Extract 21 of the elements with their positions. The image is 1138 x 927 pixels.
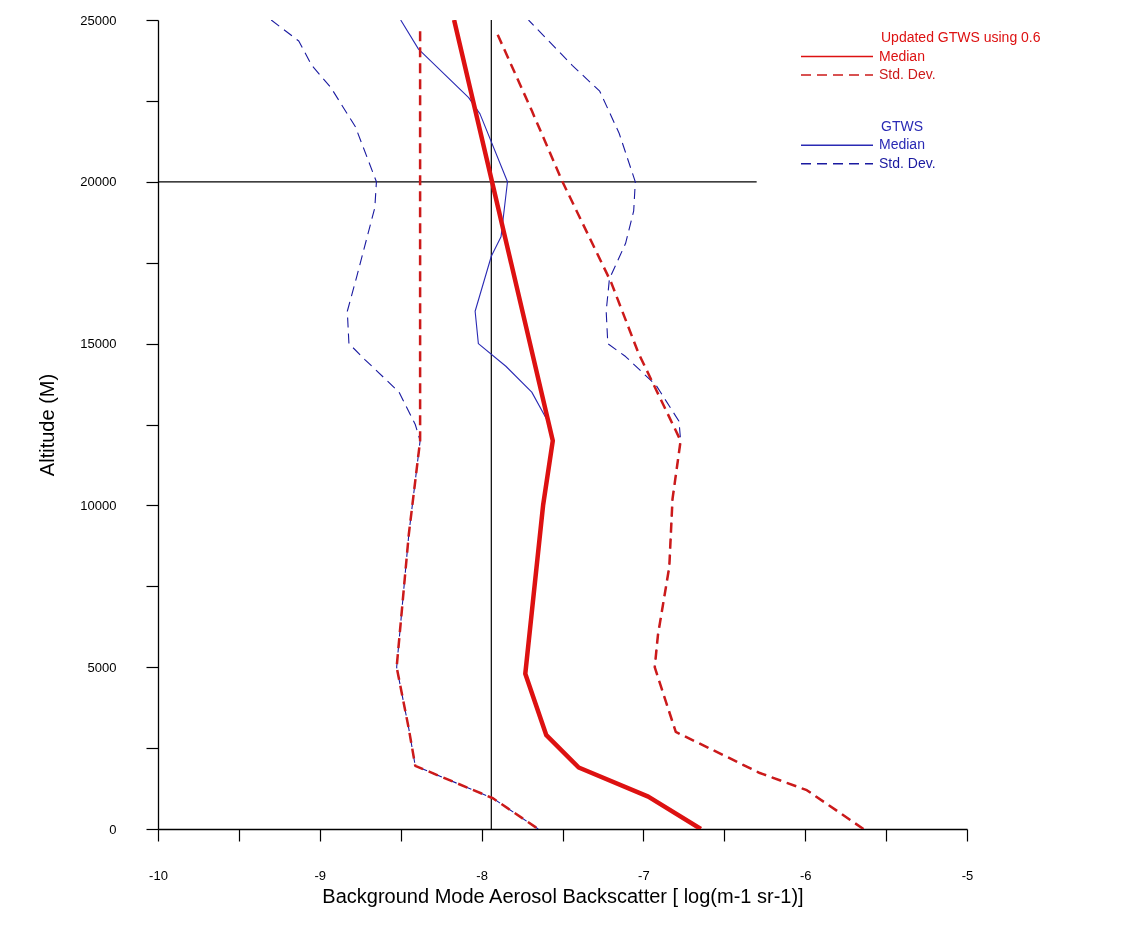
y-tick-label: 25000 (80, 12, 117, 28)
y-tick-label: 20000 (80, 174, 117, 190)
x-tick-label: -10 (149, 867, 168, 883)
x-tick-label: -6 (799, 867, 812, 883)
x-tick-label: -9 (314, 867, 327, 883)
annotation: Updated GTWS using 0.6 (881, 29, 1041, 45)
x-axis-title: Background Mode Aerosol Backscatter [ log(m-1 sr-1)] (322, 884, 804, 907)
text: Std. Dev. (879, 66, 936, 82)
y-tick-label: 15000 (80, 336, 117, 352)
y-tick-label: 0 (109, 821, 117, 837)
x-tick-label: -8 (476, 867, 488, 883)
annotation: GTWS (881, 117, 923, 134)
x-tick-label: -5 (961, 867, 974, 883)
text: Median (879, 47, 925, 64)
y-tick-label: 5000 (87, 659, 117, 675)
line-series (451, 20, 704, 829)
x-tick-label: -7 (638, 867, 650, 883)
y-tick-label: 10000 (80, 497, 117, 513)
text: Median (879, 136, 925, 153)
y-axis-title: Altitude (M) (36, 373, 59, 477)
text: Std. Dev. (879, 154, 936, 171)
